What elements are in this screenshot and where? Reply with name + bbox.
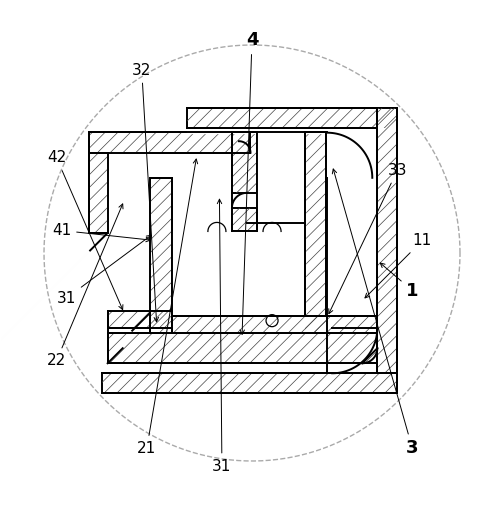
Text: 32: 32: [132, 62, 158, 322]
Polygon shape: [172, 316, 377, 333]
Text: 1: 1: [380, 263, 419, 299]
Text: 22: 22: [47, 204, 123, 368]
Polygon shape: [172, 231, 305, 316]
Polygon shape: [150, 178, 172, 333]
Polygon shape: [89, 153, 108, 233]
Polygon shape: [108, 333, 377, 363]
Polygon shape: [187, 108, 397, 128]
Polygon shape: [232, 208, 257, 231]
Polygon shape: [108, 311, 172, 328]
Polygon shape: [377, 108, 397, 374]
Text: 41: 41: [52, 223, 150, 242]
Text: 4: 4: [240, 31, 258, 334]
Polygon shape: [187, 128, 327, 133]
Polygon shape: [102, 374, 397, 393]
Text: 42: 42: [47, 150, 123, 310]
Text: 21: 21: [137, 159, 198, 456]
Text: 31: 31: [57, 235, 151, 306]
Polygon shape: [232, 132, 257, 193]
Polygon shape: [305, 132, 326, 333]
Polygon shape: [108, 178, 150, 311]
Text: 11: 11: [365, 233, 432, 298]
Polygon shape: [257, 132, 305, 231]
Polygon shape: [108, 153, 150, 233]
Polygon shape: [89, 132, 250, 153]
Text: 31: 31: [212, 199, 232, 474]
Text: 3: 3: [332, 169, 419, 457]
Text: 33: 33: [329, 163, 407, 314]
